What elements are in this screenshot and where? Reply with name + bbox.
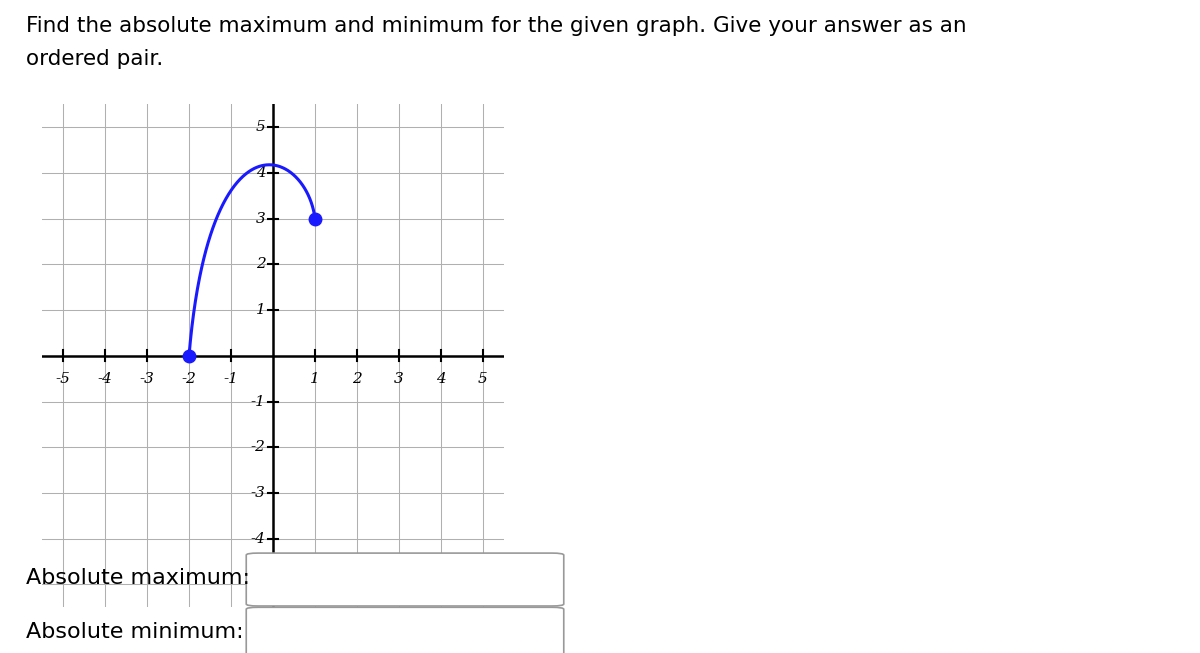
Text: -5: -5 <box>251 577 265 592</box>
Text: Find the absolute maximum and minimum for the given graph. Give your answer as a: Find the absolute maximum and minimum fo… <box>26 16 967 37</box>
Text: 2: 2 <box>256 257 265 272</box>
Text: -2: -2 <box>181 372 197 386</box>
Text: 4: 4 <box>436 372 446 386</box>
Text: 5: 5 <box>478 372 488 386</box>
Text: -3: -3 <box>139 372 155 386</box>
Text: -1: -1 <box>251 394 265 409</box>
Text: -3: -3 <box>251 486 265 500</box>
Text: 3: 3 <box>256 212 265 226</box>
Text: ordered pair.: ordered pair. <box>26 49 163 69</box>
Text: 2: 2 <box>352 372 362 386</box>
Text: -4: -4 <box>97 372 113 386</box>
Text: -4: -4 <box>251 532 265 546</box>
Text: 3: 3 <box>394 372 404 386</box>
Text: Absolute maximum:: Absolute maximum: <box>26 568 251 588</box>
Text: Absolute minimum:: Absolute minimum: <box>26 622 244 642</box>
Text: 1: 1 <box>256 303 265 317</box>
FancyBboxPatch shape <box>246 607 564 653</box>
Text: 4: 4 <box>256 166 265 180</box>
Text: -2: -2 <box>251 440 265 454</box>
Text: -1: -1 <box>223 372 239 386</box>
Text: -5: -5 <box>55 372 71 386</box>
Text: 5: 5 <box>256 120 265 135</box>
FancyBboxPatch shape <box>246 553 564 606</box>
Text: 1: 1 <box>310 372 320 386</box>
